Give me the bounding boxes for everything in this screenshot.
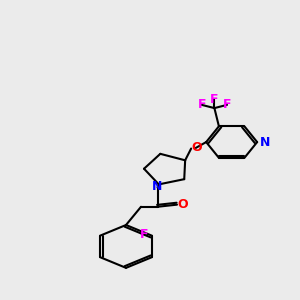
Text: F: F xyxy=(223,98,231,111)
Text: O: O xyxy=(192,141,203,154)
Text: O: O xyxy=(178,198,188,211)
Text: N: N xyxy=(152,180,163,193)
Text: F: F xyxy=(210,93,219,106)
Text: F: F xyxy=(140,228,149,241)
Text: N: N xyxy=(260,136,270,148)
Text: F: F xyxy=(198,98,206,111)
